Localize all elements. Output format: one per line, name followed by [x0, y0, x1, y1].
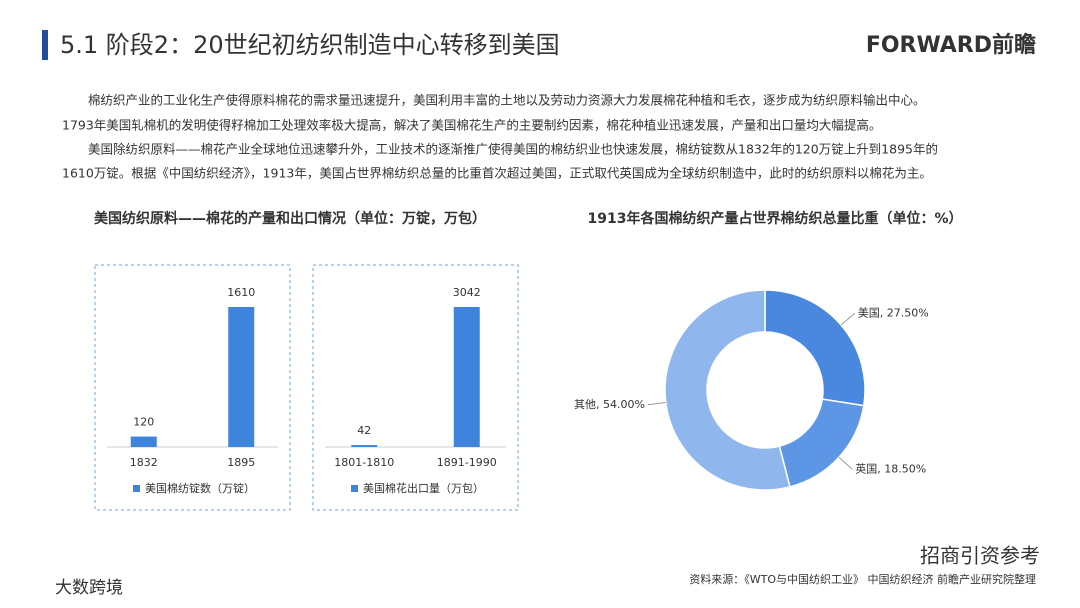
- paragraph: 棉纺织产业的工业化生产使得原料棉花的需求量迅速提升，美国利用丰富的土地以及劳动力…: [88, 93, 926, 108]
- x-tick-label: 1895: [227, 456, 255, 469]
- chart-frame: [312, 264, 519, 511]
- chart-frame: [94, 264, 291, 511]
- legend-label: 美国棉纺锭数（万锭）: [145, 481, 255, 495]
- leader-line: [838, 456, 853, 470]
- data-label: 3042: [453, 286, 481, 299]
- bar: [228, 307, 255, 447]
- donut-slice: [764, 289, 866, 407]
- data-label: 英国, 18.50%: [855, 461, 926, 475]
- data-label: 120: [133, 416, 154, 429]
- logo: FORWARD前瞻: [866, 32, 1036, 58]
- x-tick-label: 1832: [130, 456, 158, 469]
- data-label: 1610: [227, 286, 255, 299]
- bar: [453, 307, 480, 447]
- chart-title: 美国纺织原料——棉花的产量和出口情况（单位：万锭，万包）: [94, 210, 486, 227]
- data-label: 其他, 54.00%: [574, 398, 645, 411]
- chart-title: 1913年各国棉纺织产量占世界棉纺织总量比重（单位：%）: [588, 210, 963, 227]
- data-label: 42: [357, 424, 371, 437]
- watermark: 大数跨境: [55, 578, 123, 598]
- x-tick-label: 1801-1810: [334, 456, 394, 469]
- paragraph: 1793年美国轧棉机的发明使得籽棉加工处理效率极大提高，解决了美国棉花生产的主要…: [62, 118, 881, 133]
- x-tick-label: 1891-1990: [437, 456, 497, 469]
- source: 资料来源：《WTO与中国纺织工业》 中国纺织经济 前瞻产业研究院整理: [689, 572, 1036, 586]
- donut-slice: [664, 289, 791, 491]
- leader-line: [840, 312, 856, 326]
- leader-line: [647, 402, 666, 406]
- data-label: 美国, 27.50%: [858, 306, 929, 319]
- bar: [130, 436, 157, 447]
- paragraph: 1610万锭。根据《中国纺织经济》，1913年，美国占世界棉纺织总量的比重首次超…: [62, 166, 932, 181]
- legend-swatch: [351, 485, 358, 492]
- watermark: 招商引资参考: [920, 544, 1040, 568]
- donut-slice: [778, 398, 865, 488]
- slide-title: 5.1 阶段2：20世纪初纺织制造中心转移到美国: [60, 31, 560, 59]
- paragraph: 美国除纺织原料——棉花产业全球地位迅速攀升外，工业技术的逐渐推广使得美国的棉纺织…: [88, 142, 938, 157]
- legend-swatch: [133, 485, 140, 492]
- legend-label: 美国棉花出口量（万包）: [363, 481, 484, 495]
- title-bar: [42, 30, 48, 60]
- bar: [351, 445, 378, 447]
